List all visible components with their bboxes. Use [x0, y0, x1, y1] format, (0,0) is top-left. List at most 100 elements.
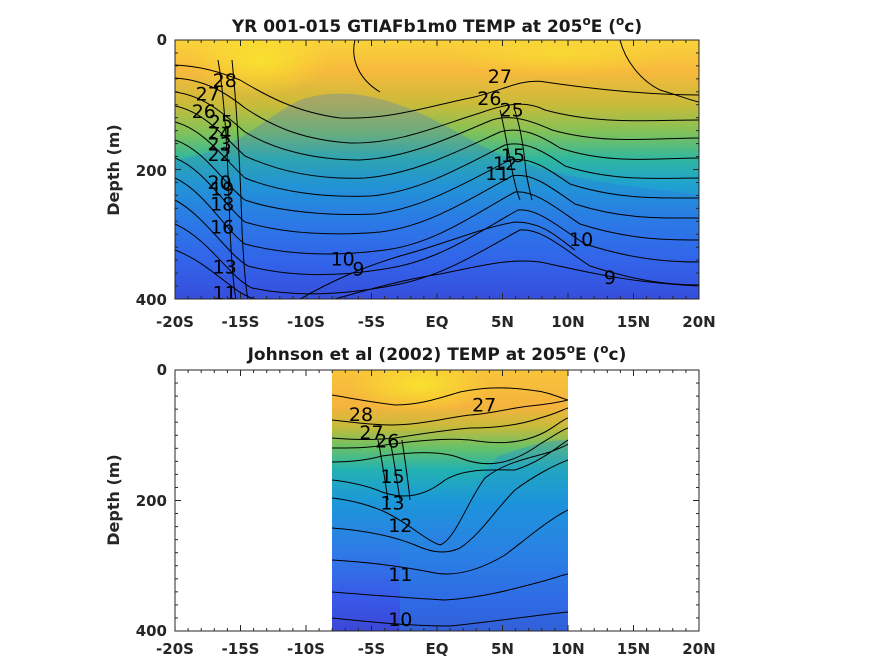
- contour-label: 12: [493, 153, 517, 175]
- contour-label: 23: [207, 133, 231, 155]
- bottom-cold-tongue: [400, 440, 568, 631]
- bottom-ytick-label: 200: [136, 492, 167, 510]
- contour-label: 25: [209, 111, 233, 133]
- bottom-xtick-label: 15N: [617, 640, 650, 656]
- contour-line-front: [231, 59, 249, 299]
- contour-line: [332, 399, 568, 426]
- contour-label: 10: [569, 229, 593, 251]
- bottom-warm-pool: [350, 370, 490, 413]
- contour-label: 19: [210, 179, 234, 201]
- contour-line: [175, 91, 699, 161]
- top-xtick-label: 5N: [491, 313, 514, 331]
- contour-label: 10: [388, 609, 412, 631]
- contour-label: 18: [210, 194, 234, 216]
- bottom-panel: Johnson et al (2002) TEMP at 205oE (oc): [104, 342, 716, 656]
- top-xtick-label: EQ: [426, 313, 449, 331]
- contour-line: [175, 105, 699, 179]
- top-x-axis: -20S -15S -10S -5S EQ 5N 10N 15N 20N: [156, 40, 716, 331]
- contour-label: 27: [359, 422, 383, 444]
- contour-line: [332, 407, 568, 440]
- contour-label: 25: [500, 100, 524, 122]
- contour-label: 13: [213, 256, 237, 278]
- contour-line: [332, 387, 568, 406]
- top-warm-pool-north: [450, 40, 670, 77]
- top-y-axis: 0 200 400 Depth (m): [104, 31, 699, 309]
- contour-label: 15: [501, 145, 525, 167]
- contour-label: 20: [207, 172, 231, 194]
- contour-line: [332, 573, 568, 601]
- bottom-y-axis-label: Depth (m): [104, 454, 123, 546]
- contour-line: [175, 177, 699, 255]
- top-ytick-label: 0: [157, 31, 167, 49]
- contour-label: 12: [388, 515, 412, 537]
- top-xtick-label: -5S: [358, 313, 385, 331]
- contour-line: [353, 40, 381, 93]
- contour-line-front: [217, 59, 237, 299]
- contour-line-front: [499, 109, 521, 201]
- contour-line-front: [389, 439, 401, 501]
- bottom-xtick-label: -10S: [287, 640, 325, 656]
- contour-label: 27: [472, 394, 496, 416]
- contour-line: [175, 223, 699, 295]
- bottom-title: Johnson et al (2002) TEMP at 205oE (oc): [247, 342, 627, 365]
- contour-line: [175, 157, 699, 235]
- top-warm-pool-south: [190, 40, 330, 95]
- contour-label: 11: [485, 163, 509, 185]
- contour-line: [332, 443, 568, 546]
- contour-line-10: [299, 221, 576, 299]
- contour-label: 22: [207, 144, 231, 166]
- top-panel: YR 001-015 GTIAFb1m0 TEMP at 205oE (oc): [104, 14, 716, 331]
- bottom-y-axis: 0 200 400 Depth (m): [104, 361, 699, 640]
- contour-line-11: [332, 509, 568, 575]
- top-xtick-label: 15N: [617, 313, 650, 331]
- top-xtick-label: -10S: [287, 313, 325, 331]
- contour-label: 11: [213, 282, 237, 304]
- contour-line-front: [377, 439, 389, 501]
- contour-line-front: [513, 107, 533, 201]
- contour-label: 24: [207, 122, 231, 144]
- top-xtick-label: 20N: [682, 313, 715, 331]
- contour-line: [175, 139, 699, 215]
- top-y-axis-label: Depth (m): [104, 124, 123, 216]
- contour-line: [175, 77, 699, 144]
- contour-line: [332, 459, 568, 553]
- top-ytick-label: 400: [136, 291, 167, 309]
- contour-label: 28: [213, 70, 237, 92]
- contour-line: [175, 249, 257, 299]
- contour-line-10: [332, 611, 568, 627]
- contour-line: [332, 439, 568, 497]
- contour-label: 28: [349, 404, 373, 426]
- contour-label: 9: [604, 267, 616, 289]
- contour-label: 13: [380, 492, 404, 514]
- contour-label: 26: [375, 430, 399, 452]
- contour-line: [175, 64, 699, 119]
- contour-label: 10: [331, 249, 355, 271]
- bottom-xtick-label: 20N: [682, 640, 715, 656]
- bottom-xtick-label: 10N: [551, 640, 584, 656]
- bottom-ytick-label: 0: [157, 361, 167, 379]
- contour-line: [332, 417, 568, 449]
- top-contour-labels: 2827262524232220191816131110927262515121…: [192, 66, 616, 304]
- bottom-xtick-label: -5S: [358, 640, 385, 656]
- contour-label: 26: [192, 101, 216, 123]
- contour-line-front: [401, 439, 411, 501]
- contour-label: 27: [488, 66, 512, 88]
- bottom-xtick-label: -15S: [222, 640, 260, 656]
- contour-label: 26: [477, 88, 501, 110]
- bottom-contour-lines: [332, 387, 568, 627]
- top-xtick-label: -15S: [222, 313, 260, 331]
- top-contour-lines: [175, 40, 699, 299]
- contour-line: [619, 40, 699, 103]
- contour-line-9: [334, 260, 699, 299]
- bottom-xtick-label: 5N: [491, 640, 514, 656]
- contour-label: 15: [380, 466, 404, 488]
- contour-label: 16: [210, 216, 234, 238]
- contour-line: [175, 199, 699, 275]
- contour-line: [175, 121, 699, 197]
- bottom-ytick-label: 400: [136, 622, 167, 640]
- top-xtick-label: -20S: [156, 313, 194, 331]
- contour-line: [332, 427, 568, 465]
